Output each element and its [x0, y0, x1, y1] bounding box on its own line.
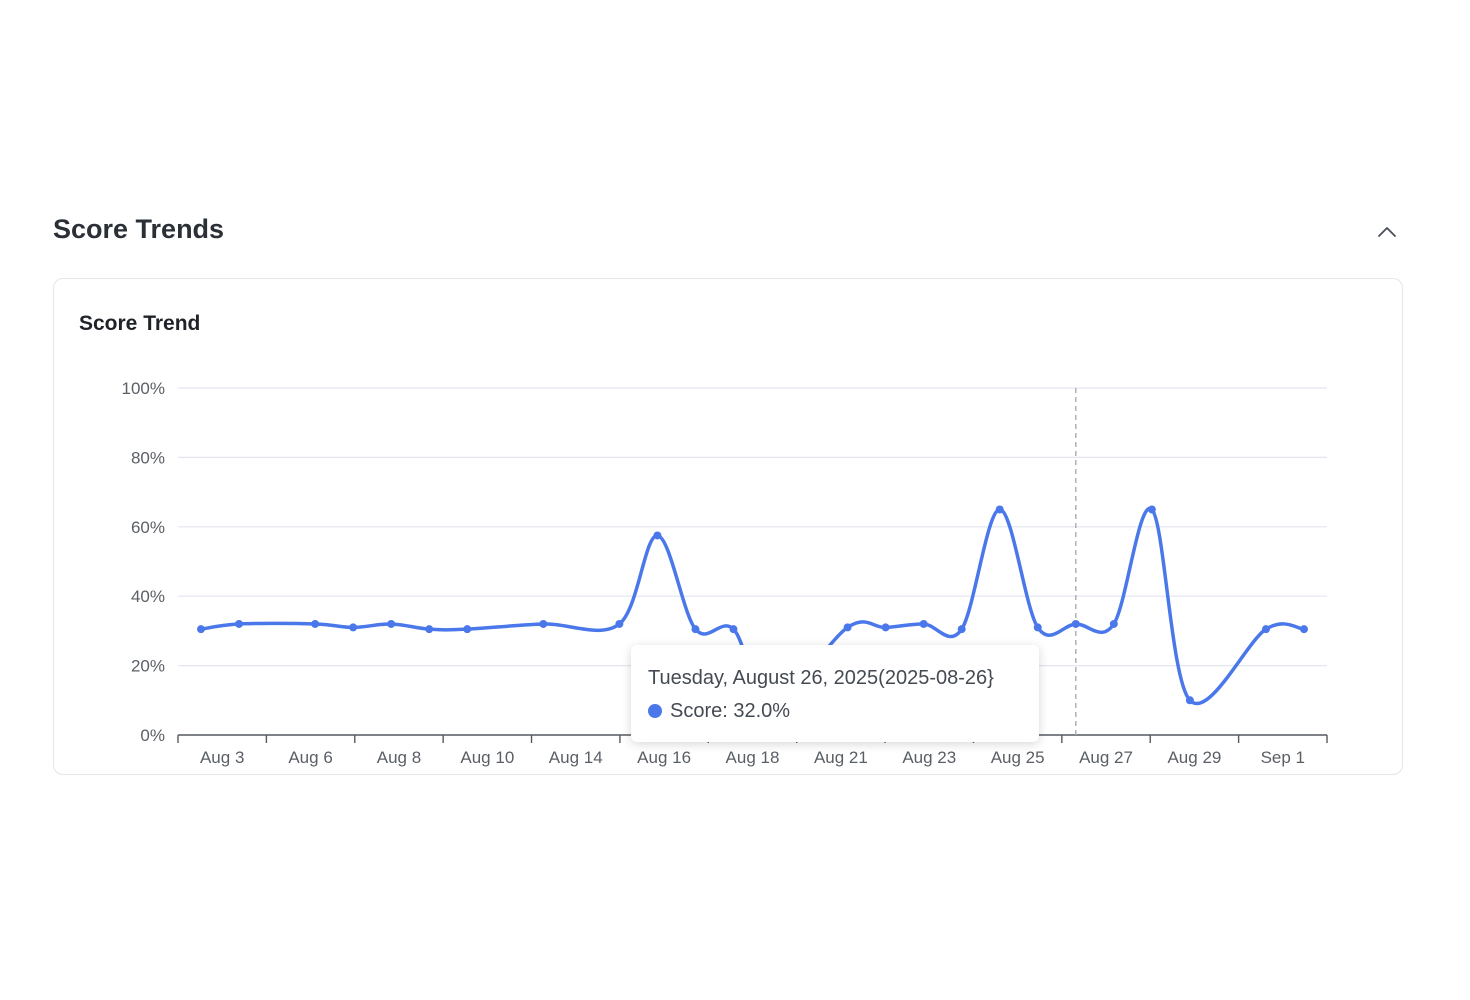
- x-tick-label: Aug 10: [460, 748, 514, 767]
- tooltip-value: 32.0%: [733, 700, 791, 722]
- data-point[interactable]: [691, 625, 700, 634]
- x-tick-label: Sep 1: [1261, 748, 1305, 767]
- x-tick-label: Aug 16: [637, 748, 691, 767]
- y-tick-label: 20%: [131, 657, 165, 676]
- data-point[interactable]: [349, 623, 358, 632]
- section-header: Score Trends: [53, 210, 1405, 254]
- collapse-button[interactable]: [1369, 214, 1405, 250]
- tooltip-date: Tuesday, August 26, 2025(2025-08-26}: [648, 667, 994, 689]
- tooltip-series-dot: [648, 704, 662, 718]
- tooltip-series-name: Score: [670, 700, 723, 722]
- data-point[interactable]: [1109, 619, 1118, 628]
- data-point[interactable]: [539, 619, 548, 628]
- section-title: Score Trends: [53, 214, 225, 244]
- data-point[interactable]: [1261, 625, 1270, 634]
- data-point[interactable]: [1033, 623, 1042, 632]
- axes: Aug 3 Aug 6 Aug 8 Aug 10 Aug 14 Aug 16 Aug 18 A…: [177, 734, 1328, 767]
- data-point[interactable]: [729, 625, 738, 634]
- chart-title: Score Trend: [79, 312, 201, 335]
- x-tick-label: Aug 6: [288, 748, 332, 767]
- data-point[interactable]: [1300, 625, 1308, 634]
- x-tick-label: Aug 18: [726, 748, 780, 767]
- tooltip-separator: :: [722, 700, 734, 722]
- data-point[interactable]: [615, 619, 624, 628]
- x-tick-label: Aug 3: [200, 748, 244, 767]
- data-point[interactable]: [919, 619, 928, 628]
- grid-lines: 0% 20% 40% 60% 80% 100%: [122, 379, 1327, 745]
- data-point[interactable]: [425, 625, 434, 634]
- x-tick-label: Aug 23: [902, 748, 956, 767]
- y-tick-label: 100%: [122, 379, 165, 398]
- data-point[interactable]: [843, 623, 852, 632]
- data-point[interactable]: [1147, 505, 1156, 514]
- data-point[interactable]: [387, 619, 396, 628]
- x-tick-label: Aug 29: [1167, 748, 1221, 767]
- data-point[interactable]: [197, 625, 205, 634]
- data-point[interactable]: [1071, 619, 1080, 628]
- y-tick-label: 40%: [131, 587, 165, 606]
- data-point[interactable]: [957, 625, 966, 634]
- chevron-up-icon: [1378, 227, 1396, 237]
- y-tick-label: 60%: [131, 518, 165, 537]
- data-point[interactable]: [1185, 696, 1194, 705]
- x-tick-label: Aug 21: [814, 748, 868, 767]
- tooltip-series-row: Score: 32.0%: [648, 698, 1022, 724]
- data-point[interactable]: [881, 623, 890, 632]
- x-tick-label: Aug 8: [377, 748, 421, 767]
- data-point[interactable]: [653, 531, 662, 540]
- x-tick-label: Aug 27: [1079, 748, 1133, 767]
- data-point[interactable]: [235, 619, 244, 628]
- x-tick-label: Aug 14: [549, 748, 603, 767]
- data-point[interactable]: [995, 505, 1004, 514]
- data-point[interactable]: [463, 625, 472, 634]
- x-tick-label: Aug 25: [991, 748, 1045, 767]
- y-tick-label: 0%: [140, 726, 165, 745]
- y-tick-label: 80%: [131, 448, 165, 467]
- chart-tooltip: Tuesday, August 26, 2025(2025-08-26} Sco…: [631, 645, 1039, 742]
- data-point[interactable]: [311, 619, 320, 628]
